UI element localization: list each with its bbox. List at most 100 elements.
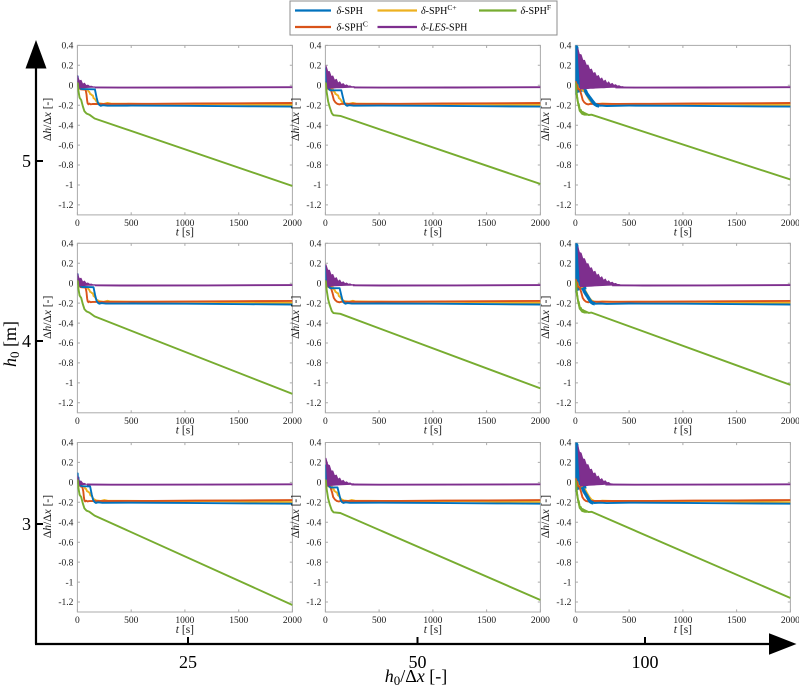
svg-text:-1: -1 (313, 379, 321, 389)
svg-text:Δh/Δx [-]: Δh/Δx [-] (290, 98, 302, 141)
svg-text:0.2: 0.2 (62, 62, 74, 72)
svg-text:-1.2: -1.2 (306, 399, 321, 409)
svg-text:-0.4: -0.4 (58, 319, 73, 329)
svg-text:0: 0 (75, 219, 80, 229)
svg-text:-1.2: -1.2 (306, 598, 321, 608)
svg-text:1000: 1000 (673, 616, 692, 626)
svg-text:1500: 1500 (477, 616, 496, 626)
svg-text:-1: -1 (65, 181, 73, 191)
svg-text:δ-SPH: δ-SPH (337, 6, 363, 17)
svg-text:Δh/Δx [-]: Δh/Δx [-] (290, 495, 302, 538)
svg-text:Δh/Δx [-]: Δh/Δx [-] (42, 98, 54, 141)
svg-text:0: 0 (573, 219, 578, 229)
svg-text:1500: 1500 (229, 616, 248, 626)
svg-text:0: 0 (69, 479, 74, 489)
svg-text:0.4: 0.4 (560, 240, 572, 250)
svg-text:0: 0 (323, 417, 328, 427)
svg-text:1000: 1000 (175, 417, 194, 427)
svg-text:1000: 1000 (175, 219, 194, 229)
svg-text:δ-SPHF: δ-SPHF (521, 3, 552, 17)
svg-text:2000: 2000 (781, 219, 799, 229)
svg-text:-1: -1 (65, 379, 73, 389)
svg-text:-0.6: -0.6 (556, 538, 571, 548)
svg-text:Δh/Δx [-]: Δh/Δx [-] (42, 495, 54, 538)
svg-text:0: 0 (317, 82, 322, 92)
svg-text:-0.8: -0.8 (58, 161, 73, 171)
svg-text:-1: -1 (313, 181, 321, 191)
svg-text:0: 0 (317, 479, 322, 489)
svg-text:500: 500 (372, 417, 387, 427)
svg-text:0.2: 0.2 (310, 62, 322, 72)
svg-text:500: 500 (124, 219, 139, 229)
svg-text:1000: 1000 (673, 219, 692, 229)
svg-text:-1: -1 (313, 578, 321, 588)
svg-text:0.4: 0.4 (310, 42, 322, 52)
svg-text:h0 [m]: h0 [m] (0, 321, 22, 367)
svg-text:1500: 1500 (727, 417, 746, 427)
svg-text:1500: 1500 (229, 417, 248, 427)
svg-text:500: 500 (372, 616, 387, 626)
svg-text:0: 0 (567, 479, 572, 489)
svg-text:0.4: 0.4 (62, 240, 74, 250)
svg-text:-0.8: -0.8 (306, 161, 321, 171)
svg-text:0: 0 (323, 219, 328, 229)
svg-text:-0.4: -0.4 (58, 519, 73, 529)
svg-text:Δh/Δx [-]: Δh/Δx [-] (540, 98, 552, 141)
svg-text:2000: 2000 (781, 616, 799, 626)
svg-text:Δh/Δx [-]: Δh/Δx [-] (540, 296, 552, 339)
svg-text:-0.2: -0.2 (58, 299, 73, 309)
svg-text:Δh/Δx [-]: Δh/Δx [-] (540, 495, 552, 538)
svg-text:-0.6: -0.6 (556, 339, 571, 349)
svg-text:0.4: 0.4 (310, 439, 322, 449)
svg-text:-1.2: -1.2 (556, 201, 571, 211)
svg-text:0.2: 0.2 (62, 459, 74, 469)
svg-text:t [s]: t [s] (674, 425, 692, 437)
svg-text:500: 500 (124, 417, 139, 427)
svg-text:t [s]: t [s] (674, 624, 692, 636)
svg-text:0.4: 0.4 (560, 42, 572, 52)
svg-text:0.2: 0.2 (62, 259, 74, 269)
svg-text:t [s]: t [s] (176, 227, 194, 239)
svg-text:4: 4 (22, 331, 31, 351)
svg-text:-1.2: -1.2 (58, 399, 73, 409)
svg-text:-1: -1 (563, 379, 571, 389)
svg-text:-1.2: -1.2 (556, 598, 571, 608)
svg-text:-0.6: -0.6 (58, 339, 73, 349)
svg-text:t [s]: t [s] (674, 227, 692, 239)
svg-text:1500: 1500 (727, 219, 746, 229)
svg-text:-0.4: -0.4 (556, 121, 571, 131)
svg-text:-0.2: -0.2 (58, 101, 73, 111)
svg-text:-0.4: -0.4 (306, 121, 321, 131)
svg-text:500: 500 (622, 616, 637, 626)
svg-text:0: 0 (567, 82, 572, 92)
svg-text:2000: 2000 (531, 417, 550, 427)
svg-text:-0.4: -0.4 (58, 121, 73, 131)
svg-text:-0.2: -0.2 (58, 499, 73, 509)
svg-text:-1.2: -1.2 (556, 399, 571, 409)
svg-text:-0.4: -0.4 (556, 519, 571, 529)
svg-text:δ-SPHC: δ-SPHC (337, 20, 368, 34)
svg-text:-0.2: -0.2 (306, 499, 321, 509)
svg-text:t [s]: t [s] (424, 425, 442, 437)
svg-text:500: 500 (124, 616, 139, 626)
svg-text:-1.2: -1.2 (58, 598, 73, 608)
svg-text:0.4: 0.4 (62, 42, 74, 52)
svg-text:2000: 2000 (283, 219, 302, 229)
svg-text:t [s]: t [s] (424, 624, 442, 636)
svg-text:t [s]: t [s] (176, 624, 194, 636)
svg-text:0.2: 0.2 (310, 459, 322, 469)
svg-text:2000: 2000 (283, 616, 302, 626)
svg-text:1000: 1000 (175, 616, 194, 626)
svg-text:t [s]: t [s] (424, 227, 442, 239)
svg-text:Δh/Δx [-]: Δh/Δx [-] (42, 296, 54, 339)
svg-text:-1.2: -1.2 (306, 201, 321, 211)
svg-text:-0.2: -0.2 (306, 299, 321, 309)
svg-text:0: 0 (573, 616, 578, 626)
svg-text:δ-LES-SPH: δ-LES-SPH (421, 23, 467, 34)
svg-text:-1: -1 (563, 181, 571, 191)
svg-text:0: 0 (567, 279, 572, 289)
svg-text:t [s]: t [s] (176, 425, 194, 437)
svg-text:0: 0 (317, 279, 322, 289)
svg-text:-0.2: -0.2 (556, 101, 571, 111)
svg-text:-1.2: -1.2 (58, 201, 73, 211)
